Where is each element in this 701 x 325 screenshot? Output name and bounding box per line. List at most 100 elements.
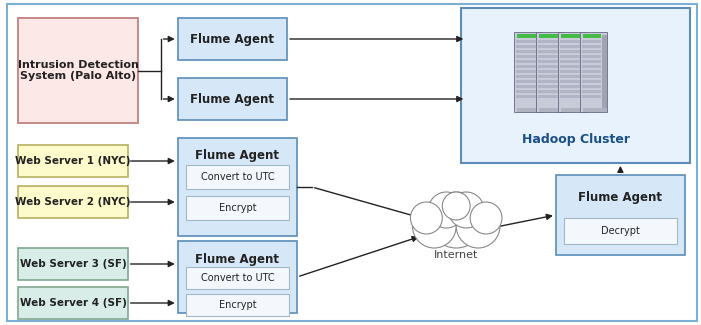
Bar [559, 45, 580, 48]
Circle shape [428, 192, 484, 248]
Bar [583, 34, 601, 38]
Text: Encrypt: Encrypt [219, 300, 256, 310]
Bar [582, 90, 601, 93]
Bar [582, 55, 601, 58]
Text: Web Server 1 (NYC): Web Server 1 (NYC) [15, 156, 131, 166]
Bar [461, 8, 690, 163]
Bar [582, 40, 601, 43]
Bar [18, 18, 138, 123]
Circle shape [448, 192, 484, 228]
Circle shape [442, 192, 470, 220]
FancyBboxPatch shape [8, 4, 697, 321]
Bar [558, 32, 585, 112]
Bar [186, 196, 289, 220]
Text: Convert to UTC: Convert to UTC [200, 172, 274, 182]
Bar [602, 35, 608, 112]
Bar [516, 80, 536, 83]
Bar [177, 18, 287, 60]
Ellipse shape [419, 198, 494, 242]
Bar [556, 175, 685, 255]
Bar [582, 80, 601, 83]
Text: Web Server 2 (NYC): Web Server 2 (NYC) [15, 197, 131, 207]
Bar [18, 248, 128, 280]
Bar [538, 45, 558, 48]
Bar [582, 60, 601, 63]
Bar [538, 50, 558, 53]
Bar [516, 55, 536, 58]
Text: Flume Agent: Flume Agent [196, 150, 279, 162]
Bar [559, 70, 580, 73]
Text: Encrypt: Encrypt [219, 203, 256, 213]
Text: Intrusion Detection
System (Palo Alto): Intrusion Detection System (Palo Alto) [18, 60, 139, 81]
Bar [559, 35, 564, 112]
Bar [582, 70, 601, 73]
Circle shape [428, 192, 464, 228]
Bar [538, 85, 558, 88]
Text: Web Server 3 (SF): Web Server 3 (SF) [20, 259, 126, 269]
Bar [582, 95, 601, 98]
Text: Decrypt: Decrypt [601, 226, 640, 236]
Bar [538, 80, 558, 83]
Bar [559, 40, 580, 43]
Bar [517, 108, 542, 112]
Bar [538, 90, 558, 93]
Bar [516, 70, 536, 73]
Bar [539, 34, 558, 38]
Bar [536, 32, 564, 112]
Bar [516, 60, 536, 63]
Bar [559, 65, 580, 68]
Bar [538, 65, 558, 68]
Bar [538, 40, 558, 43]
Text: Flume Agent: Flume Agent [191, 32, 274, 46]
Bar [516, 85, 536, 88]
Bar [580, 35, 585, 112]
Bar [582, 75, 601, 78]
Bar [559, 85, 580, 88]
Bar [186, 267, 289, 289]
Bar [538, 95, 558, 98]
Text: Flume Agent: Flume Agent [196, 253, 279, 266]
Text: Flume Agent: Flume Agent [191, 93, 274, 106]
Bar [561, 108, 585, 112]
Bar [559, 50, 580, 53]
Bar [186, 294, 289, 316]
Bar [564, 218, 677, 244]
Bar [559, 80, 580, 83]
Circle shape [411, 202, 442, 234]
Bar [582, 85, 601, 88]
Text: Convert to UTC: Convert to UTC [200, 273, 274, 283]
Text: Web Server 4 (SF): Web Server 4 (SF) [20, 298, 127, 308]
Bar [516, 45, 536, 48]
Bar [559, 55, 580, 58]
Bar [582, 50, 601, 53]
Bar [516, 65, 536, 68]
Bar [516, 95, 536, 98]
Bar [516, 50, 536, 53]
Bar [582, 45, 601, 48]
Bar [559, 60, 580, 63]
Text: Flume Agent: Flume Agent [578, 190, 662, 203]
Text: Internet: Internet [434, 250, 478, 260]
Bar [18, 287, 128, 319]
Text: Hadoop Cluster: Hadoop Cluster [522, 134, 629, 147]
Bar [186, 165, 289, 189]
Bar [538, 55, 558, 58]
Bar [537, 35, 542, 112]
Bar [559, 95, 580, 98]
Bar [561, 34, 580, 38]
Bar [514, 32, 542, 112]
Bar [538, 70, 558, 73]
Bar [580, 32, 608, 112]
Circle shape [470, 202, 502, 234]
Bar [583, 108, 608, 112]
Bar [559, 75, 580, 78]
Circle shape [456, 204, 500, 248]
Bar [177, 241, 297, 313]
Bar [582, 65, 601, 68]
Bar [516, 90, 536, 93]
Bar [559, 90, 580, 93]
Bar [18, 145, 128, 177]
Bar [18, 186, 128, 218]
Bar [538, 60, 558, 63]
Bar [177, 138, 297, 236]
